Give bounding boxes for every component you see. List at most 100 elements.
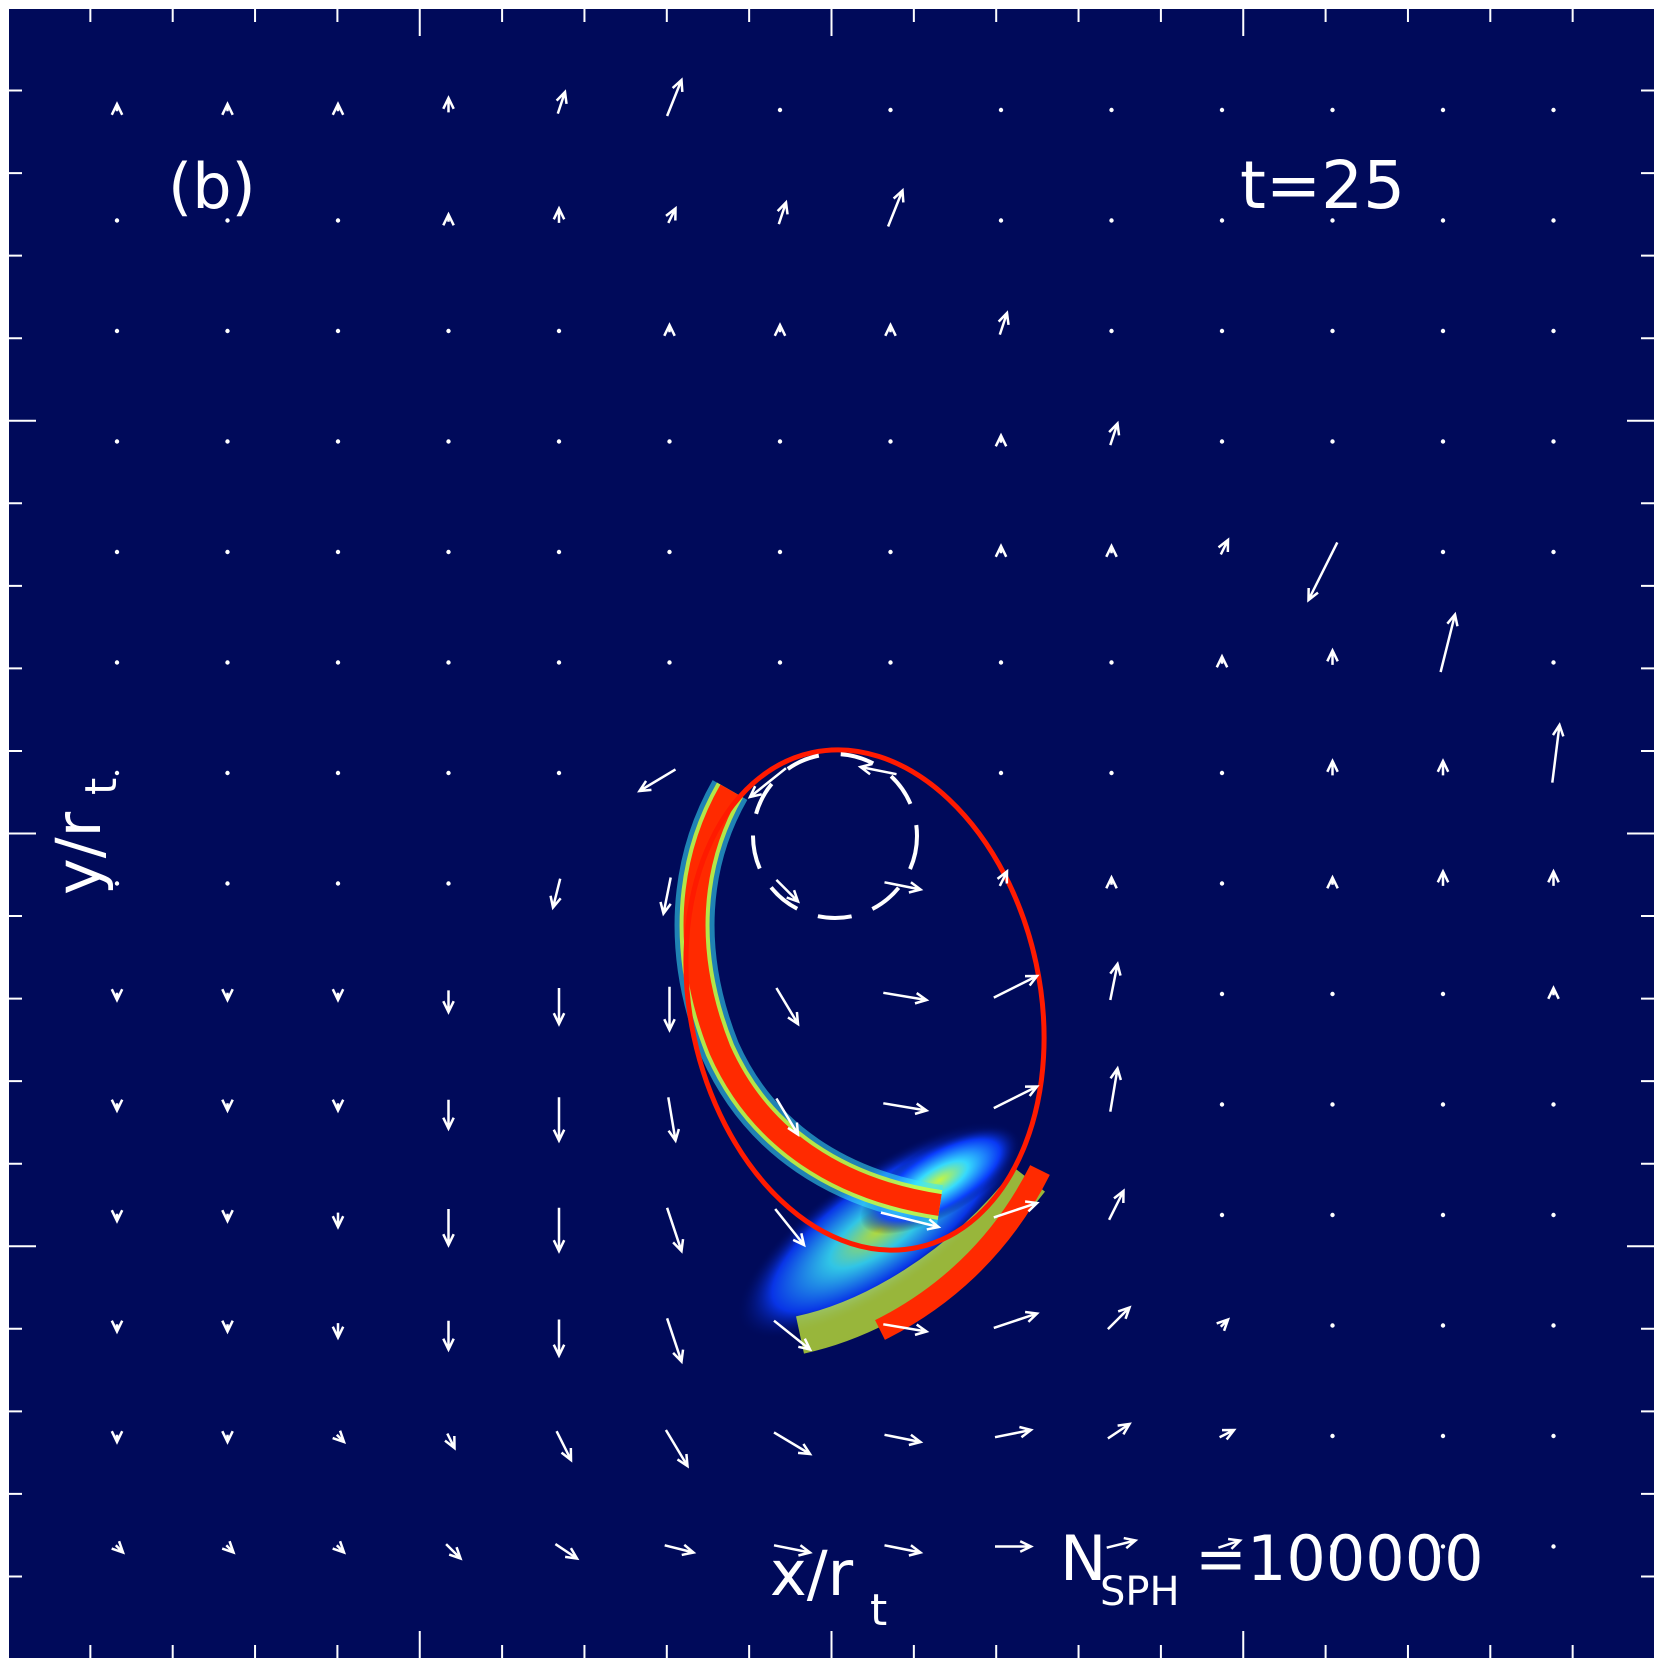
vector-arrow: [332, 1540, 347, 1555]
vector-dot: [1330, 991, 1335, 997]
vector-arrow: [552, 988, 566, 1027]
vector-arrow: [1109, 961, 1122, 1001]
vector-arrow: [996, 868, 1009, 887]
vector-dot: [1440, 107, 1446, 113]
vector-arrow: [1326, 874, 1339, 889]
vector-dot: [1109, 660, 1114, 665]
plot-frame: [7, 7, 1656, 1660]
vector-dot: [335, 218, 341, 223]
vector-dot: [335, 549, 341, 555]
vector-dot: [335, 881, 341, 886]
vector-arrow: [1107, 1305, 1132, 1330]
vector-arrow: [555, 89, 568, 114]
vector-dot: [1330, 107, 1335, 113]
vector-arrow: [993, 1085, 1040, 1110]
vector-dot: [1219, 770, 1225, 776]
vector-arrow: [1547, 868, 1560, 886]
vector-arrow: [883, 1323, 930, 1337]
vector-arrow: [110, 988, 124, 1003]
vector-dot: [1551, 1102, 1556, 1107]
velocity-vectors: [110, 77, 1565, 1561]
vector-arrow: [1216, 1317, 1231, 1332]
vector-arrow: [1326, 647, 1339, 665]
vector-dot: [1109, 770, 1114, 776]
vector-arrow: [555, 1430, 573, 1463]
vector-dot: [1440, 439, 1446, 444]
vector-dot: [225, 660, 230, 665]
vector-arrow: [221, 1320, 234, 1335]
vector-arrow: [442, 1320, 455, 1353]
vector-arrow: [886, 187, 905, 227]
vector-dot: [1219, 1212, 1225, 1218]
vector-dot: [1330, 439, 1335, 444]
vector-dot: [556, 439, 562, 444]
vector-arrow: [549, 878, 562, 911]
vector-dot: [888, 549, 893, 555]
vector-arrow: [331, 101, 345, 116]
vector-arrow: [994, 1425, 1034, 1439]
vector-dot: [1330, 1433, 1335, 1439]
vector-dot: [1551, 1433, 1556, 1439]
vector-arrow: [442, 1209, 455, 1248]
vector-dot: [1219, 107, 1225, 113]
vector-arrow: [884, 1433, 924, 1447]
vector-dot: [1440, 1212, 1446, 1218]
vector-dot: [888, 660, 893, 665]
vector-dot: [556, 770, 562, 776]
vector-arrow: [1107, 1188, 1125, 1221]
vector-arrow: [554, 1543, 580, 1561]
vector-arrow: [221, 1209, 234, 1224]
vector-arrow: [1107, 1422, 1132, 1440]
vector-dot: [335, 328, 341, 334]
vector-arrow: [773, 322, 787, 337]
vector-arrow: [773, 1319, 813, 1352]
vector-dot: [667, 439, 672, 444]
vector-dot: [1330, 1102, 1335, 1107]
vector-arrow: [221, 1430, 234, 1445]
vector-arrow: [664, 1543, 697, 1557]
vector-dot: [225, 439, 230, 444]
vector-arrow: [1106, 1536, 1139, 1550]
vector-dot: [1219, 439, 1225, 444]
vector-dot: [1219, 881, 1225, 886]
vector-dot: [225, 218, 230, 223]
vector-arrow: [665, 77, 684, 117]
vector-dot: [1551, 660, 1556, 665]
tail-streak-red: [875, 1165, 1050, 1340]
vector-arrow: [993, 974, 1040, 999]
vector-dot: [1440, 1102, 1446, 1107]
nsph-label: N: [1060, 1522, 1106, 1595]
vector-arrow: [331, 1099, 345, 1114]
vector-dot: [777, 439, 783, 444]
vector-arrow: [1436, 868, 1450, 886]
vector-arrow: [442, 1099, 455, 1132]
vector-arrow: [110, 1099, 124, 1114]
vector-dot: [1109, 218, 1114, 223]
density-field: [674, 747, 1050, 1354]
vector-dot: [1330, 1323, 1335, 1328]
vector-arrow: [773, 1544, 813, 1557]
vector-arrow: [110, 1320, 124, 1335]
vector-arrow: [775, 987, 800, 1027]
tidal-radius-circle: [751, 752, 919, 920]
vector-dot: [114, 770, 120, 776]
time-label: t=25: [1240, 147, 1405, 224]
vector-arrow: [444, 1433, 456, 1451]
vector-arrow: [221, 988, 234, 1003]
vector-dot: [888, 107, 893, 113]
vector-arrow: [776, 199, 789, 225]
ring-outline: [683, 747, 1047, 1253]
vector-dot: [1551, 1544, 1556, 1549]
vector-dot: [1330, 218, 1335, 223]
vector-dot: [667, 549, 672, 555]
vector-arrow: [1105, 874, 1118, 889]
vector-arrow: [884, 1544, 924, 1557]
vector-arrow: [552, 205, 566, 223]
x-axis-label: x/r: [770, 1537, 854, 1610]
vector-dot: [114, 549, 120, 555]
vector-dot: [1330, 328, 1335, 334]
vector-arrow: [552, 1097, 566, 1144]
vector-arrow: [331, 1323, 345, 1341]
vector-arrow: [994, 432, 1008, 447]
vector-dot: [556, 328, 562, 334]
